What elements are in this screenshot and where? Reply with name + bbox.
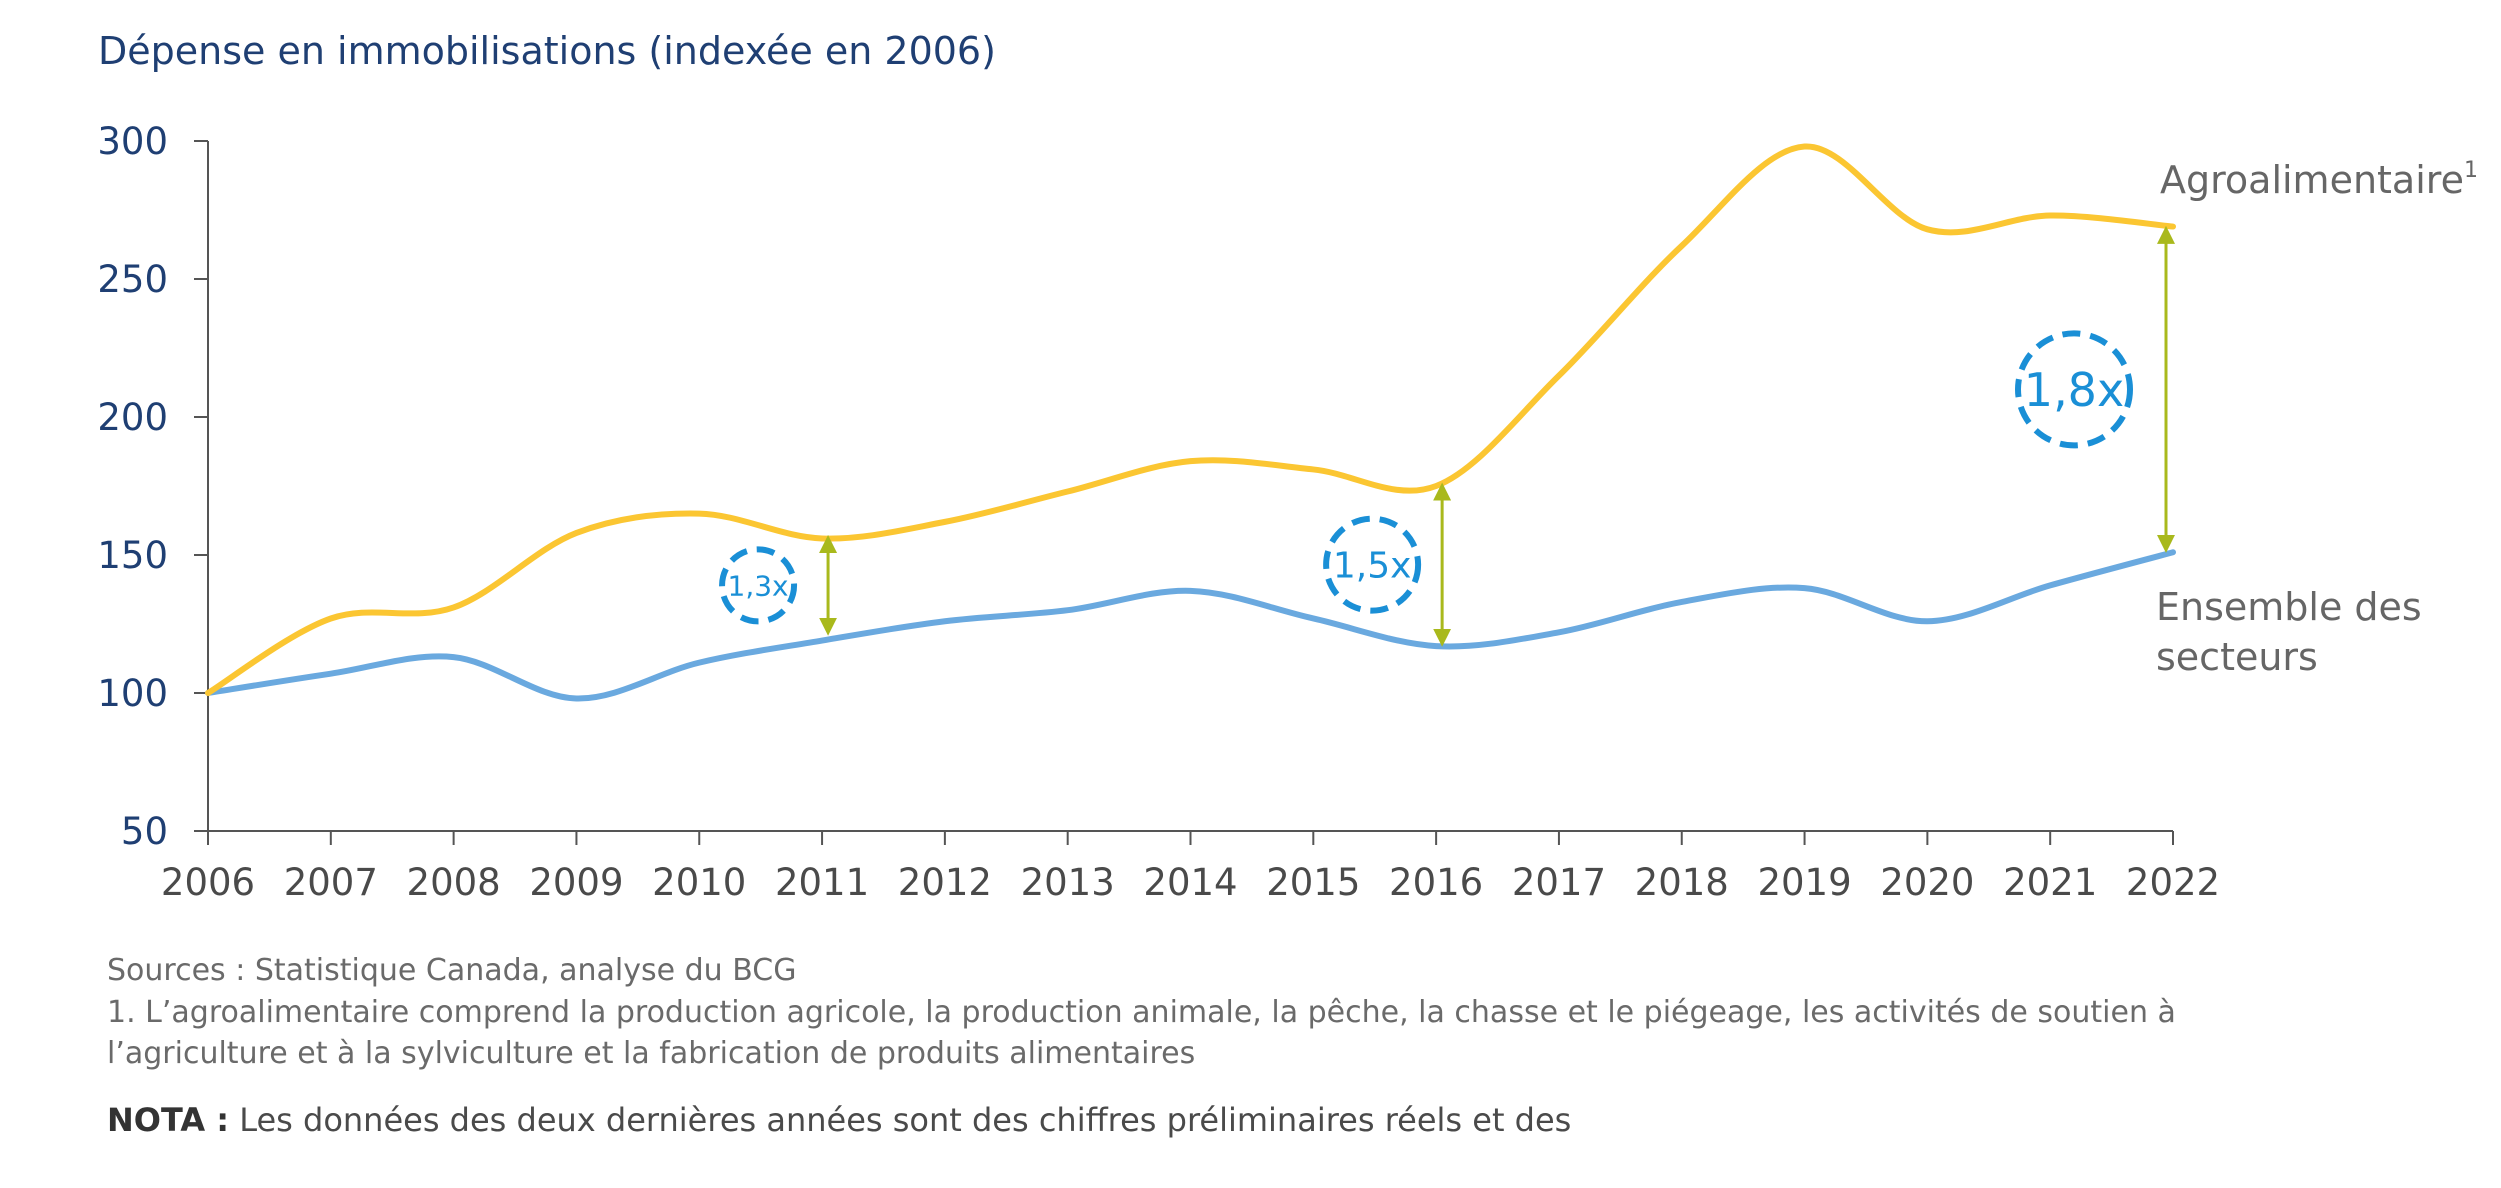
x-tick-label: 2015 xyxy=(1266,861,1360,904)
x-tick-label: 2008 xyxy=(407,861,501,904)
series-label-agroalimentaire: Agroalimentaire1 xyxy=(2160,158,2478,202)
series-label-ensemble-des-secteurs: secteurs xyxy=(2156,635,2318,679)
y-tick-label: 300 xyxy=(97,120,168,163)
x-tick-label: 2011 xyxy=(775,861,869,904)
series-label-ensemble-des-secteurs: Ensemble des xyxy=(2156,585,2422,629)
y-axis: 300 250 200 150 100 50 xyxy=(97,120,209,853)
x-tick-label: 2017 xyxy=(1512,861,1606,904)
ratio-annotations: 1,3x 1,5x 1,8x xyxy=(719,225,2175,647)
nota-note: NOTA : Les données des deux dernières an… xyxy=(107,1101,1571,1139)
series-labels: Agroalimentaire1 Ensemble des secteurs xyxy=(2156,158,2478,679)
x-tick-label: 2016 xyxy=(1389,861,1483,904)
x-tick-label: 2006 xyxy=(161,861,255,904)
y-tick-label: 250 xyxy=(97,258,168,301)
y-tick-label: 150 xyxy=(97,534,168,577)
x-tick-label: 2007 xyxy=(284,861,378,904)
x-tick-label: 2010 xyxy=(652,861,746,904)
y-tick-label: 200 xyxy=(97,396,168,439)
x-tick-label: 2014 xyxy=(1143,861,1237,904)
x-tick-label: 2013 xyxy=(1021,861,1115,904)
x-tick-label: 2021 xyxy=(2003,861,2097,904)
nota-label: NOTA : xyxy=(107,1101,229,1139)
x-tick-label: 2009 xyxy=(529,861,623,904)
ratio-label: 1,5x xyxy=(1333,546,1412,587)
nota-text: Les données des deux dernières années so… xyxy=(229,1101,1571,1139)
x-tick-label: 2019 xyxy=(1757,861,1851,904)
series-line-agroalimentaire xyxy=(205,143,2176,696)
ratio-circle xyxy=(1323,515,1422,614)
ratio-circle xyxy=(719,546,798,625)
ratio-circle xyxy=(2015,330,2133,449)
series-lines xyxy=(205,143,2176,702)
x-axis: 2006 2007 2008 2009 2010 2011 2012 2013 2014 2015… xyxy=(161,830,2220,904)
x-tick-label: 2022 xyxy=(2126,861,2220,904)
x-tick-label: 2020 xyxy=(1880,861,1974,904)
x-tick-label: 2018 xyxy=(1635,861,1729,904)
chart-title: Dépense en immobilisations (indexée en 2… xyxy=(98,29,996,73)
footnote-superscript: 1 xyxy=(2464,158,2478,183)
ratio-label: 1,3x xyxy=(728,569,789,602)
ratio-label: 1,8x xyxy=(2024,363,2124,417)
y-tick-label: 50 xyxy=(121,810,168,853)
series-line-ensemble-des-secteurs xyxy=(205,549,2176,702)
sources-note: Sources : Statistique Canada, analyse du… xyxy=(107,953,796,988)
footnote-line-2: l’agriculture et à la sylviculture et la… xyxy=(107,1036,1195,1071)
y-tick-label: 100 xyxy=(97,672,168,715)
x-tick-label: 2012 xyxy=(898,861,992,904)
footnote-line-1: 1. L’agroalimentaire comprend la product… xyxy=(107,995,2176,1030)
